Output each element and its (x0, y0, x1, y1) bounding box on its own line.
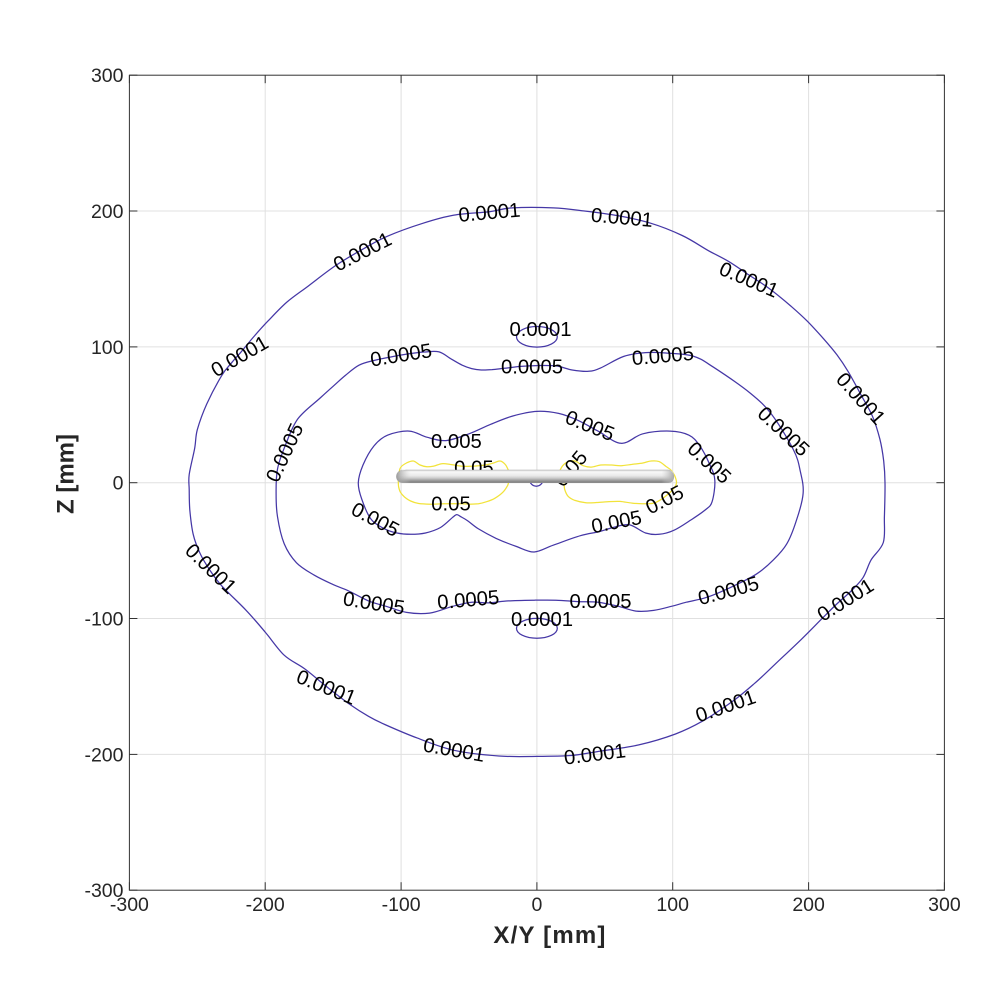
svg-text:-300: -300 (84, 880, 123, 902)
svg-text:0.005: 0.005 (431, 431, 482, 453)
svg-text:Z [mm]: Z [mm] (53, 434, 80, 514)
svg-text:-100: -100 (382, 894, 421, 916)
svg-text:0: 0 (531, 894, 542, 916)
svg-text:0.0001: 0.0001 (509, 319, 571, 341)
svg-text:0.05: 0.05 (431, 494, 470, 516)
svg-text:0.0005: 0.0005 (436, 587, 500, 614)
svg-text:-200: -200 (84, 744, 123, 766)
svg-text:-300: -300 (110, 894, 149, 916)
svg-text:-200: -200 (246, 894, 285, 916)
svg-text:200: 200 (91, 201, 124, 223)
svg-text:0.0005: 0.0005 (569, 591, 631, 613)
svg-text:0: 0 (113, 473, 124, 495)
svg-text:-100: -100 (84, 609, 123, 631)
svg-text:100: 100 (656, 894, 689, 916)
svg-text:300: 300 (91, 65, 124, 87)
svg-text:100: 100 (91, 337, 124, 359)
svg-text:0.0005: 0.0005 (501, 357, 563, 379)
svg-text:200: 200 (792, 894, 825, 916)
svg-text:0.0005: 0.0005 (631, 343, 695, 370)
svg-text:X/Y [mm]: X/Y [mm] (493, 922, 606, 949)
svg-text:0.0001: 0.0001 (511, 609, 573, 631)
svg-text:0.0001: 0.0001 (458, 200, 522, 227)
svg-text:300: 300 (928, 894, 961, 916)
svg-text:0.0001: 0.0001 (590, 205, 654, 232)
